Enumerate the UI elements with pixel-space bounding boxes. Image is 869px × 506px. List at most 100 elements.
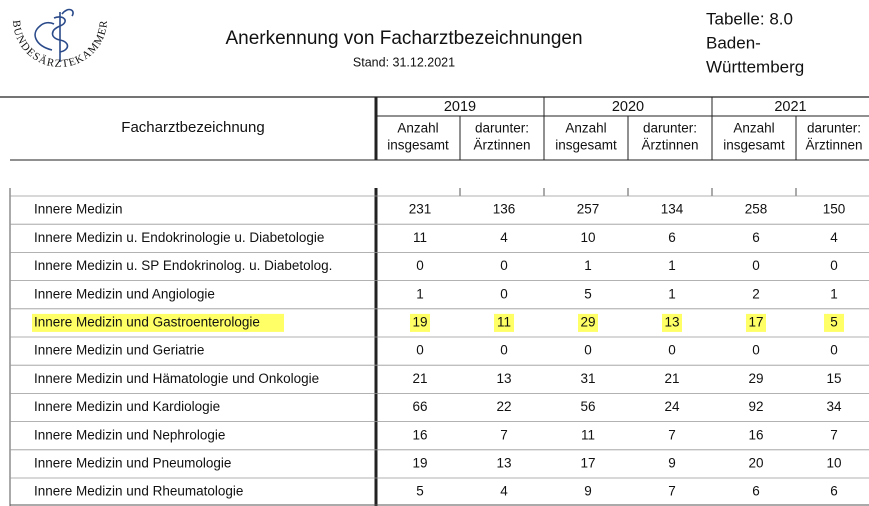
cell-value: 66: [412, 399, 427, 414]
cell-value: 1: [830, 286, 838, 301]
row-label: Innere Medizin: [34, 202, 123, 217]
cell-value: 21: [664, 371, 679, 386]
highlight: [578, 313, 598, 332]
subheader: insgesamt: [555, 138, 617, 153]
cell-value: 150: [823, 202, 846, 217]
cell-value: 1: [668, 286, 676, 301]
cell-value: 4: [500, 484, 508, 499]
cell-value: 257: [577, 202, 600, 217]
subheader: Ärztinnen: [641, 138, 698, 153]
cell-value: 10: [826, 455, 841, 470]
cell-value: 6: [830, 484, 838, 499]
cell-value: 0: [584, 343, 592, 358]
subheader: Anzahl: [733, 121, 774, 136]
cell-value: 0: [500, 343, 508, 358]
subheader: darunter:: [807, 121, 861, 136]
subheader: darunter:: [643, 121, 697, 136]
cell-value: 29: [748, 371, 763, 386]
cell-value: 17: [748, 314, 763, 329]
row-label: Innere Medizin und Hämatologie und Onkol…: [34, 371, 319, 386]
title: Anerkennung von Facharztbezeichnungen: [225, 28, 582, 49]
cell-value: 56: [580, 399, 595, 414]
cell-value: 17: [580, 455, 595, 470]
row-label: Innere Medizin und Gastroenterologie: [34, 314, 260, 329]
column-header: Facharztbezeichnung: [121, 119, 264, 136]
cell-value: 29: [580, 314, 595, 329]
subheader: darunter:: [475, 121, 529, 136]
cell-value: 92: [748, 399, 763, 414]
cell-value: 11: [413, 230, 427, 245]
table-label-line: Württemberg: [706, 57, 804, 76]
cell-value: 11: [497, 314, 511, 329]
subheader: Ärztinnen: [473, 138, 530, 153]
cell-value: 0: [416, 258, 424, 273]
cell-value: 7: [668, 427, 676, 442]
cell-value: 7: [500, 427, 508, 442]
highlight: [32, 313, 284, 332]
subheader: Anzahl: [565, 121, 606, 136]
cell-value: 16: [748, 427, 763, 442]
subheader: insgesamt: [723, 138, 785, 153]
cell-value: 10: [580, 230, 595, 245]
cell-value: 6: [668, 230, 676, 245]
cell-value: 20: [748, 455, 763, 470]
cell-value: 0: [752, 258, 760, 273]
table-label: Tabelle: 8.0 Baden- Württemberg: [706, 9, 804, 76]
cell-value: 19: [412, 314, 427, 329]
cell-value: 134: [661, 202, 684, 217]
cell-value: 0: [500, 286, 508, 301]
cell-value: 1: [668, 258, 676, 273]
subheader: insgesamt: [387, 138, 449, 153]
cell-value: 9: [668, 455, 676, 470]
cell-value: 31: [580, 371, 595, 386]
cell-value: 6: [752, 230, 760, 245]
cell-value: 13: [496, 455, 511, 470]
cell-value: 5: [584, 286, 592, 301]
cell-value: 136: [493, 202, 516, 217]
cell-value: 2: [752, 286, 760, 301]
table-label-line: Baden-: [706, 33, 761, 52]
cell-value: 11: [581, 427, 595, 442]
highlight: [410, 313, 430, 332]
cell-value: 4: [500, 230, 508, 245]
row-label: Innere Medizin und Angiologie: [34, 286, 215, 301]
cell-value: 4: [830, 230, 838, 245]
cell-value: 13: [664, 314, 679, 329]
highlight: [494, 313, 514, 332]
cell-value: 0: [416, 343, 424, 358]
cell-value: 9: [584, 484, 592, 499]
row-label: Innere Medizin und Nephrologie: [34, 427, 225, 442]
row-label: Innere Medizin und Rheumatologie: [34, 484, 243, 499]
cell-value: 7: [830, 427, 838, 442]
cell-value: 5: [416, 484, 424, 499]
row-label: Innere Medizin und Kardiologie: [34, 399, 220, 414]
cell-value: 16: [412, 427, 427, 442]
cell-value: 258: [745, 202, 768, 217]
logo: BUNDESÄRZTEKAMMER: [10, 8, 109, 70]
year: 2020: [612, 99, 644, 115]
cell-value: 0: [830, 343, 838, 358]
table: Facharztbezeichnung2019Anzahlinsgesamtda…: [9, 97, 869, 506]
cell-value: 0: [752, 343, 760, 358]
cell-value: 6: [752, 484, 760, 499]
cell-value: 0: [668, 343, 676, 358]
year: 2021: [774, 99, 806, 115]
cell-value: 0: [830, 258, 838, 273]
cell-value: 22: [496, 399, 511, 414]
cell-value: 21: [412, 371, 427, 386]
row-label: Innere Medizin und Geriatrie: [34, 343, 204, 358]
cell-value: 7: [668, 484, 676, 499]
cell-value: 34: [826, 399, 842, 414]
row-label: Innere Medizin und Pneumologie: [34, 455, 231, 470]
cell-value: 5: [830, 314, 838, 329]
highlight: [746, 313, 766, 332]
date: Stand: 31.12.2021: [353, 55, 455, 69]
cell-value: 13: [496, 371, 511, 386]
subheader: Anzahl: [397, 121, 438, 136]
cell-value: 15: [826, 371, 841, 386]
cell-value: 231: [409, 202, 432, 217]
highlight: [824, 313, 844, 332]
highlight: [662, 313, 682, 332]
